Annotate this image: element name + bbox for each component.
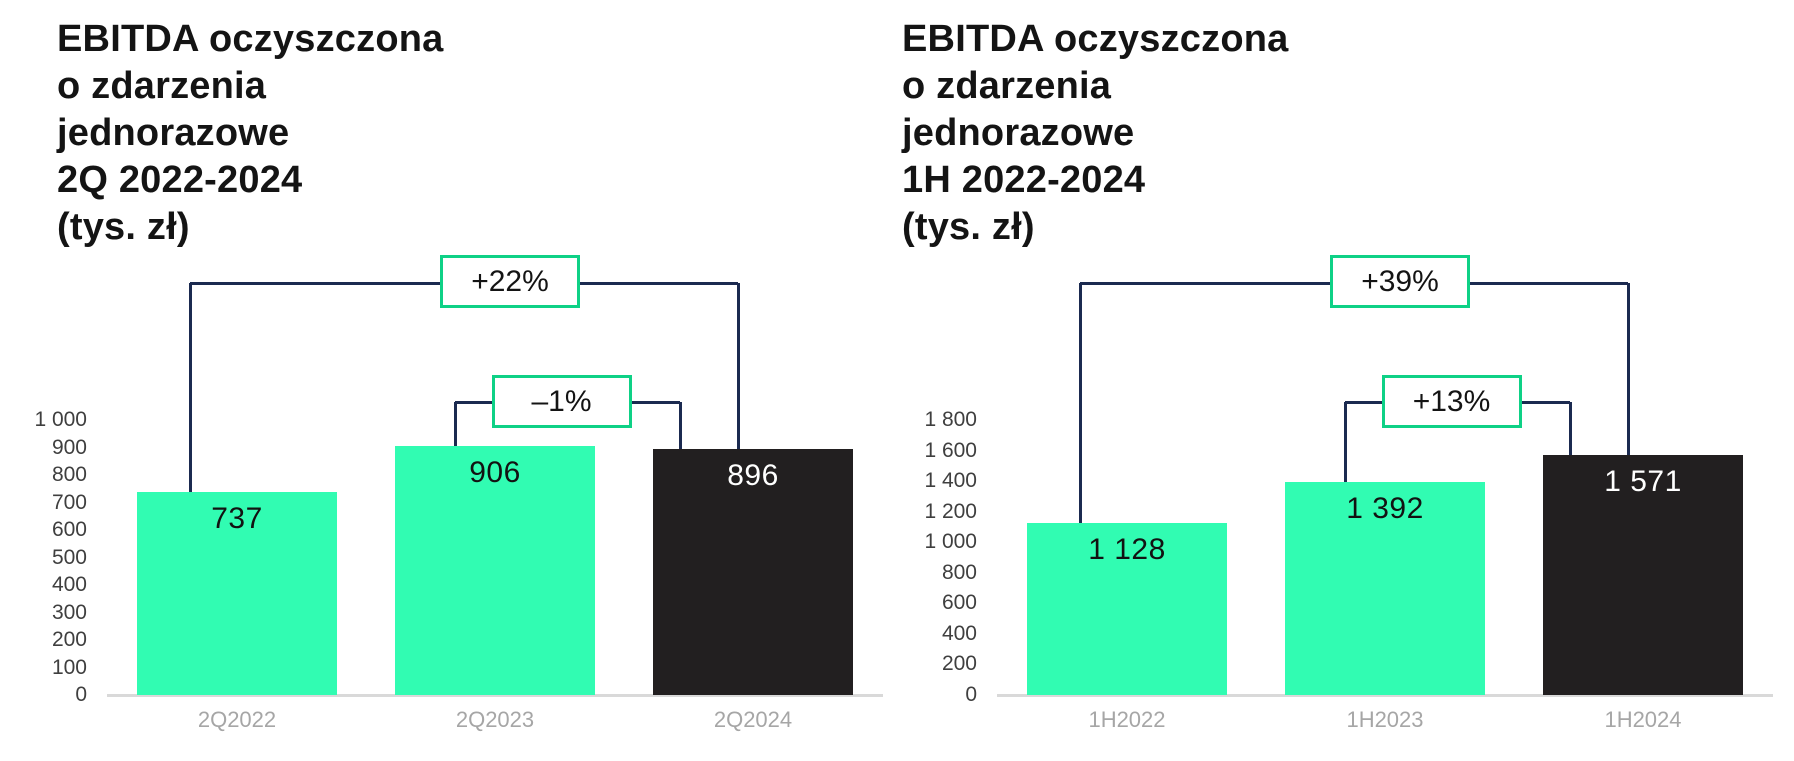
y-axis-tick-label: 400 [941,621,977,645]
bar-value-label: 906 [469,455,521,489]
y-axis-tick-label: 400 [51,573,87,596]
connector-line [1569,402,1572,455]
chart-title-line: jednorazowe [902,112,1135,154]
bar-1H2022: 1 128 [1027,522,1227,695]
bar-1H2023: 1 392 [1285,482,1485,695]
bar-2Q2022: 737 [137,492,337,695]
connector-line [1079,283,1082,523]
chart-title-line: (tys. zł) [57,206,190,248]
x-axis-category-label: 2Q2024 [713,707,793,732]
chart-title: EBITDA oczyszczona o zdarzenia jednorazowe… [57,16,444,251]
chart-title-line: 2Q 2022-2024 [57,159,303,201]
y-axis-tick-label: 300 [51,600,87,624]
bar-1H2024: 1 571 [1543,454,1743,695]
y-axis-tick-label: 1 200 [924,499,977,523]
x-axis-category-label: 2Q2022 [197,707,277,732]
y-axis-tick-label: 800 [51,463,87,486]
chart-title-line: jednorazowe [57,112,290,154]
chart-title-line: (tys. zł) [902,206,1035,248]
growth-annotation: –1% [491,375,632,428]
bar-value-label: 1 392 [1346,492,1424,526]
growth-annotation: +22% [440,255,580,308]
y-axis-tick-label: 600 [51,518,87,541]
connector-line [454,402,457,446]
growth-annotation: +13% [1381,375,1522,428]
y-axis-tick-label: 0 [965,683,977,706]
connector-line [679,402,682,449]
y-axis-tick-label: 200 [51,628,87,651]
x-axis-baseline [997,694,1773,697]
y-axis-tick-label: 100 [51,655,87,679]
chart-title-line: o zdarzenia [57,65,267,107]
y-axis-tick-label: 500 [51,545,87,569]
bar-value-label: 896 [727,458,779,492]
y-axis-tick-label: 600 [941,591,977,615]
x-axis-baseline [107,694,883,697]
y-axis-tick-label: 1 800 [924,408,977,431]
x-axis-category-label: 1H2022 [1088,707,1166,732]
x-axis-category-label: 1H2023 [1346,707,1424,732]
chart-title-line: o zdarzenia [902,65,1112,107]
y-axis-tick-label: 1 400 [924,469,977,493]
y-axis-tick-label: 200 [941,652,977,676]
chart-title-line: 1H 2022-2024 [902,159,1146,201]
y-axis-tick-label: 700 [51,490,87,514]
chart-title: EBITDA oczyszczona o zdarzenia jednorazowe… [902,16,1289,251]
y-axis-tick-label: 1 000 [924,530,977,554]
bar-value-label: 737 [211,502,263,536]
y-axis-tick-label: 1 000 [34,408,87,431]
connector-line [1627,283,1630,455]
connector-line [1344,402,1347,483]
y-axis-tick-label: 0 [75,683,87,706]
x-axis-category-label: 1H2024 [1604,707,1682,732]
bar-2Q2023: 906 [395,445,595,695]
growth-annotation: +39% [1330,255,1470,308]
y-axis-tick-label: 1 600 [924,438,977,462]
x-axis-category-label: 2Q2023 [455,707,535,732]
bar-2Q2024: 896 [653,448,853,695]
connector-line [189,283,192,493]
y-axis-tick-label: 800 [941,560,977,584]
chart-title-line: EBITDA oczyszczona [902,18,1289,60]
bar-value-label: 1 128 [1088,532,1166,566]
y-axis-tick-label: 900 [51,435,87,459]
connector-line [737,283,740,449]
chart-title-line: EBITDA oczyszczona [57,18,444,60]
bar-value-label: 1 571 [1604,464,1682,498]
